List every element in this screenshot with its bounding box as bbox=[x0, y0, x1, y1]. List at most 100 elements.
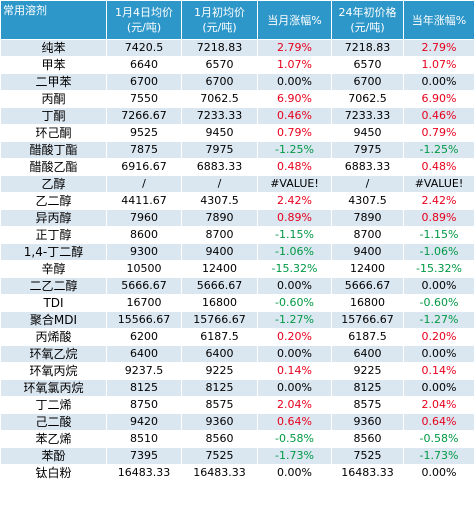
cell-jan4-price: 6700 bbox=[106, 73, 182, 91]
cell-year-change: 2.79% bbox=[403, 39, 474, 57]
cell-year-start-price: 8560 bbox=[331, 430, 404, 448]
cell-jan-start-price: 6400 bbox=[181, 345, 258, 363]
cell-jan4-price: 10500 bbox=[106, 260, 182, 278]
cell-jan4-price: 7395 bbox=[106, 447, 182, 465]
cell-jan4-price: 8750 bbox=[106, 396, 182, 414]
header-row: 常用溶剂 1月4日均价 (元/吨) 1月初均价 (元/吨) 当月涨幅% 24年初价格… bbox=[0, 0, 474, 40]
cell-jan-start-price: 4307.5 bbox=[181, 192, 258, 210]
cell-product-name: 己二酸 bbox=[0, 413, 107, 431]
cell-year-change: 0.00% bbox=[403, 379, 474, 397]
header-year-start-line2: (元/吨) bbox=[350, 21, 385, 34]
header-year-change-text: 当年涨幅% bbox=[411, 13, 467, 27]
cell-month-change: 2.04% bbox=[257, 396, 332, 414]
cell-month-change: 0.89% bbox=[257, 209, 332, 227]
cell-month-change: 6.90% bbox=[257, 90, 332, 108]
cell-product-name: 环己酮 bbox=[0, 124, 107, 142]
cell-product-name: 甲苯 bbox=[0, 56, 107, 74]
cell-product-name: 环氧乙烷 bbox=[0, 345, 107, 363]
cell-month-change: -1.73% bbox=[257, 447, 332, 465]
cell-product-name: 钛白粉 bbox=[0, 464, 107, 482]
cell-year-start-price: 9225 bbox=[331, 362, 404, 380]
cell-year-start-price: 9450 bbox=[331, 124, 404, 142]
cell-jan4-price: 6640 bbox=[106, 56, 182, 74]
cell-month-change: 0.00% bbox=[257, 345, 332, 363]
cell-jan4-price: 16700 bbox=[106, 294, 182, 312]
cell-jan-start-price: 7062.5 bbox=[181, 90, 258, 108]
header-year-start-price: 24年初价格 (元/吨) bbox=[331, 0, 404, 40]
cell-product-name: 乙二醇 bbox=[0, 192, 107, 210]
cell-year-start-price: 8700 bbox=[331, 226, 404, 244]
cell-jan4-price: 6200 bbox=[106, 328, 182, 346]
cell-month-change: 1.07% bbox=[257, 56, 332, 74]
table-row: 纯苯 7420.5 7218.83 2.79% 7218.83 2.79% bbox=[0, 39, 474, 57]
table-row: TDI 16700 16800 -0.60% 16800 -0.60% bbox=[0, 294, 474, 312]
table-row: 环氧乙烷 6400 6400 0.00% 6400 0.00% bbox=[0, 345, 474, 363]
cell-year-change: 0.00% bbox=[403, 345, 474, 363]
cell-jan4-price: / bbox=[106, 175, 182, 193]
cell-month-change: 0.00% bbox=[257, 73, 332, 91]
header-jan4-price: 1月4日均价 (元/吨) bbox=[106, 0, 182, 40]
cell-year-start-price: 8125 bbox=[331, 379, 404, 397]
cell-jan4-price: 16483.33 bbox=[106, 464, 182, 482]
cell-month-change: 0.48% bbox=[257, 158, 332, 176]
cell-jan-start-price: 9360 bbox=[181, 413, 258, 431]
table-row: 环氧丙烷 9237.5 9225 0.14% 9225 0.14% bbox=[0, 362, 474, 380]
cell-year-start-price: 16483.33 bbox=[331, 464, 404, 482]
cell-product-name: 丁酮 bbox=[0, 107, 107, 125]
cell-jan4-price: 9237.5 bbox=[106, 362, 182, 380]
cell-year-start-price: 7218.83 bbox=[331, 39, 404, 57]
cell-jan-start-price: 8700 bbox=[181, 226, 258, 244]
cell-jan4-price: 9525 bbox=[106, 124, 182, 142]
cell-jan4-price: 15566.67 bbox=[106, 311, 182, 329]
cell-month-change: 2.42% bbox=[257, 192, 332, 210]
header-year-change: 当年涨幅% bbox=[403, 0, 474, 40]
header-jan4-line2: (元/吨) bbox=[126, 21, 162, 34]
header-jan-start-line1: 1月初均价 bbox=[194, 6, 245, 19]
cell-product-name: 异丙醇 bbox=[0, 209, 107, 227]
cell-product-name: TDI bbox=[0, 294, 107, 312]
table-row: 聚合MDI 15566.67 15766.67 -1.27% 15766.67 -1.27… bbox=[0, 311, 474, 329]
table-row: 丙酮 7550 7062.5 6.90% 7062.5 6.90% bbox=[0, 90, 474, 108]
cell-product-name: 二甲苯 bbox=[0, 73, 107, 91]
cell-year-change: 0.14% bbox=[403, 362, 474, 380]
cell-jan-start-price: 7975 bbox=[181, 141, 258, 159]
table-row: 1,4-丁二醇 9300 9400 -1.06% 9400 -1.06% bbox=[0, 243, 474, 261]
cell-year-start-price: 7233.33 bbox=[331, 107, 404, 125]
cell-month-change: -0.58% bbox=[257, 430, 332, 448]
table-row: 辛醇 10500 12400 -15.32% 12400 -15.32% bbox=[0, 260, 474, 278]
cell-month-change: 0.00% bbox=[257, 277, 332, 295]
cell-year-start-price: 7525 bbox=[331, 447, 404, 465]
cell-jan-start-price: 8560 bbox=[181, 430, 258, 448]
cell-year-change: 0.00% bbox=[403, 464, 474, 482]
cell-jan-start-price: / bbox=[181, 175, 258, 193]
header-month-change-text: 当月涨幅% bbox=[267, 13, 322, 27]
table-row: 钛白粉 16483.33 16483.33 0.00% 16483.33 0.00% bbox=[0, 464, 474, 482]
cell-product-name: 环氧氯丙烷 bbox=[0, 379, 107, 397]
cell-year-start-price: 15766.67 bbox=[331, 311, 404, 329]
cell-jan-start-price: 9225 bbox=[181, 362, 258, 380]
cell-year-start-price: / bbox=[331, 175, 404, 193]
table-row: 乙二醇 4411.67 4307.5 2.42% 4307.5 2.42% bbox=[0, 192, 474, 210]
cell-jan-start-price: 9400 bbox=[181, 243, 258, 261]
cell-month-change: 0.79% bbox=[257, 124, 332, 142]
cell-year-start-price: 16800 bbox=[331, 294, 404, 312]
header-jan-start-line2: (元/吨) bbox=[202, 21, 237, 34]
cell-year-start-price: 8575 bbox=[331, 396, 404, 414]
cell-month-change: -1.25% bbox=[257, 141, 332, 159]
cell-product-name: 乙醇 bbox=[0, 175, 107, 193]
cell-year-change: 0.00% bbox=[403, 73, 474, 91]
cell-jan-start-price: 9450 bbox=[181, 124, 258, 142]
table-body: 纯苯 7420.5 7218.83 2.79% 7218.83 2.79% 甲苯 6640 65… bbox=[0, 39, 474, 482]
cell-jan-start-price: 8125 bbox=[181, 379, 258, 397]
cell-product-name: 醋酸乙酯 bbox=[0, 158, 107, 176]
table-row: 二甲苯 6700 6700 0.00% 6700 0.00% bbox=[0, 73, 474, 91]
cell-product-name: 辛醇 bbox=[0, 260, 107, 278]
cell-year-start-price: 6400 bbox=[331, 345, 404, 363]
table-row: 苯乙烯 8510 8560 -0.58% 8560 -0.58% bbox=[0, 430, 474, 448]
cell-jan-start-price: 7525 bbox=[181, 447, 258, 465]
cell-year-start-price: 5666.67 bbox=[331, 277, 404, 295]
cell-product-name: 苯乙烯 bbox=[0, 430, 107, 448]
cell-jan-start-price: 16483.33 bbox=[181, 464, 258, 482]
header-product-name: 常用溶剂 bbox=[0, 0, 107, 40]
solvent-price-table: 常用溶剂 1月4日均价 (元/吨) 1月初均价 (元/吨) 当月涨幅% 24年初价格… bbox=[0, 0, 474, 482]
